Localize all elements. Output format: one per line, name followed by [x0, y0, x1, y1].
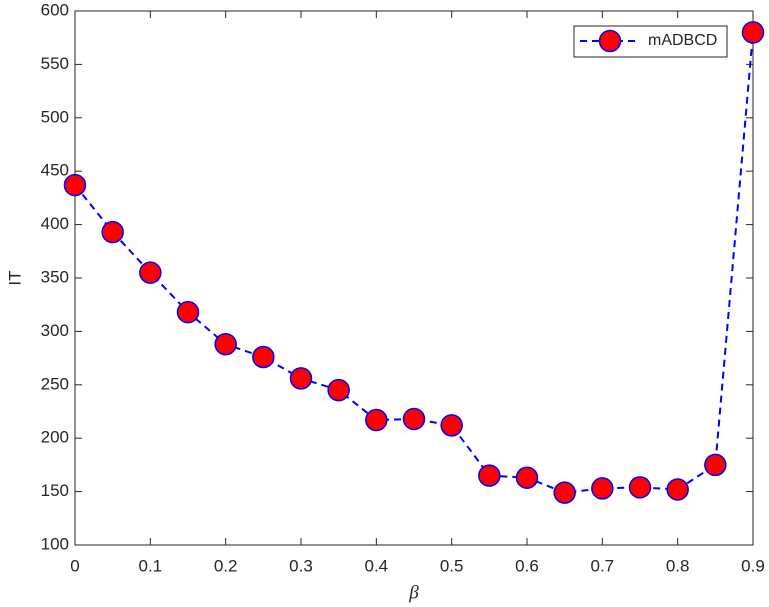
- marker: [252, 345, 275, 369]
- marker: [63, 173, 87, 197]
- x-tick-label: 0.5: [440, 556, 464, 575]
- legend-label: mADBCD: [648, 32, 717, 49]
- x-tick-label: 0.9: [741, 556, 765, 575]
- y-tick-label: 150: [41, 481, 69, 500]
- marker: [591, 477, 614, 500]
- x-axis-label: β: [408, 582, 419, 603]
- marker: [214, 332, 237, 356]
- marker: [553, 481, 576, 504]
- marker: [440, 414, 463, 437]
- x-tick-label: 0.1: [139, 556, 163, 575]
- y-tick-label: 300: [41, 321, 69, 340]
- marker: [176, 300, 200, 324]
- marker: [327, 378, 350, 402]
- marker: [666, 478, 689, 501]
- marker: [289, 367, 313, 390]
- y-tick-label: 100: [41, 534, 69, 553]
- y-tick-label: 250: [41, 374, 69, 393]
- marker: [101, 220, 124, 244]
- y-tick-label: 200: [41, 428, 69, 447]
- y-tick-label: 400: [41, 214, 69, 233]
- marker: [139, 261, 162, 284]
- y-tick-label: 600: [41, 0, 69, 19]
- x-tick-label: 0.2: [214, 556, 238, 575]
- marker: [515, 466, 539, 489]
- marker: [628, 476, 652, 499]
- marker: [478, 464, 501, 487]
- axes-box: [74, 10, 754, 546]
- x-tick-label: 0: [70, 556, 79, 575]
- marker: [365, 408, 388, 432]
- x-tick-label: 0.3: [289, 556, 313, 575]
- x-tick-label: 0.6: [515, 556, 539, 575]
- marker: [402, 407, 426, 431]
- y-tick-label: 350: [41, 267, 69, 286]
- x-tick-label: 0.7: [591, 556, 615, 575]
- y-tick-label: 450: [41, 161, 69, 180]
- x-tick-label: 0.8: [666, 556, 690, 575]
- marker: [741, 21, 765, 44]
- marker: [704, 453, 727, 477]
- x-tick-label: 0.4: [365, 556, 389, 575]
- legend-marker: [598, 29, 622, 53]
- y-axis-label: IT: [5, 270, 24, 285]
- y-tick-label: 500: [41, 107, 69, 126]
- y-tick-label: 550: [41, 54, 69, 73]
